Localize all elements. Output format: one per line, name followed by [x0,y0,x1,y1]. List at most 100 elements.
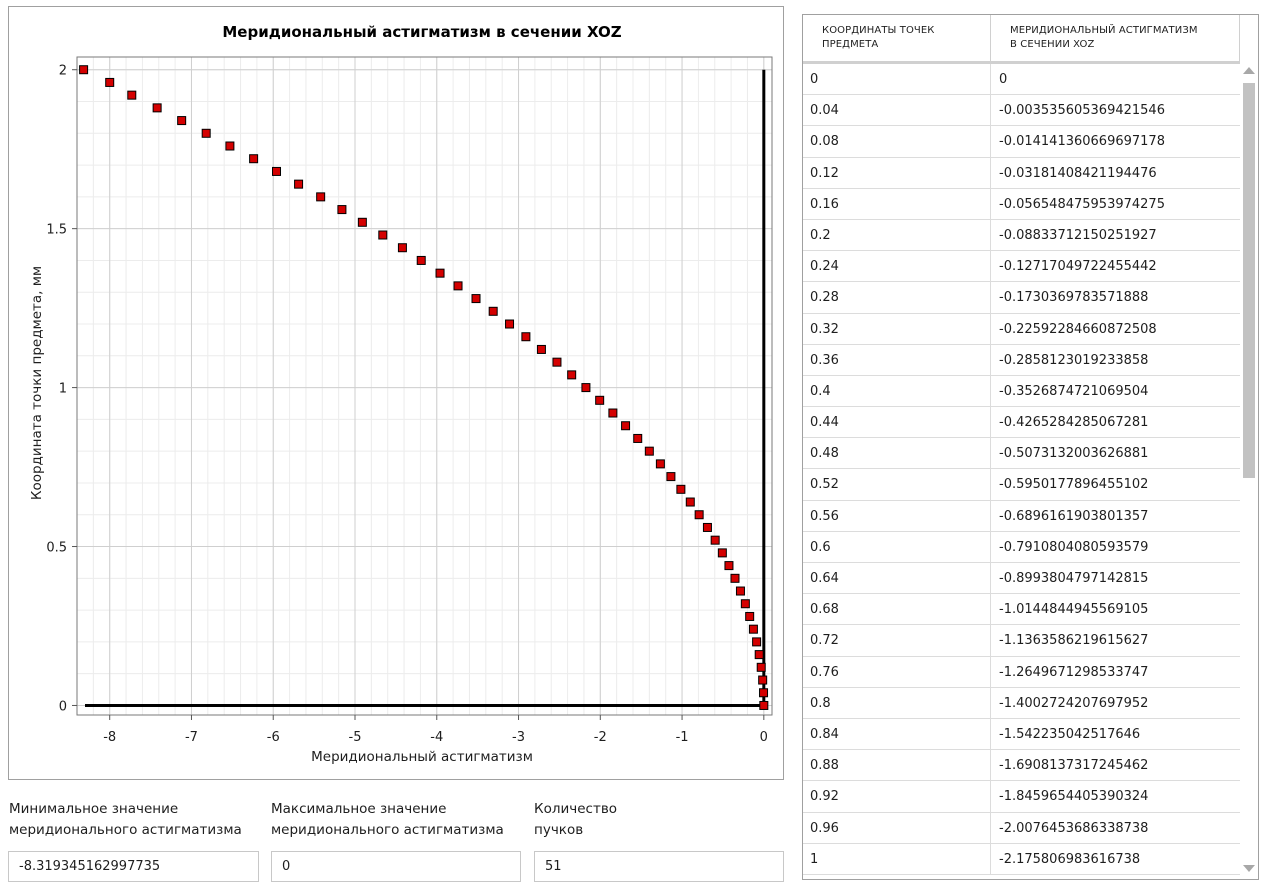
table-row[interactable]: 0.44 -0.4265284285067281 [803,407,1240,439]
cell-coordinate[interactable]: 0.68 [803,594,991,626]
table-row[interactable]: 0.68 -1.0144844945569105 [803,594,1240,626]
cell-astigmatism[interactable]: -0.6896161903801357 [999,508,1149,524]
cell-coordinate[interactable]: 0.52 [803,469,991,501]
cell-astigmatism[interactable]: -0.014141360669697178 [999,134,1165,150]
cell-coordinate[interactable]: 0.04 [803,95,991,127]
cell-astigmatism[interactable]: -2.175806983616738 [999,851,1141,867]
table-row[interactable]: 0.2 -0.08833712150251927 [803,219,1240,252]
table-row[interactable]: 0.08 -0.014141360669697178 [803,126,1240,158]
cell-coordinate[interactable]: 0.16 [803,188,991,220]
table-row[interactable]: 0.32 -0.22592284660872508 [803,313,1240,345]
cell-astigmatism[interactable]: -1.8459654405390324 [999,789,1149,805]
cell-astigmatism[interactable]: -0.4265284285067281 [999,415,1149,431]
table-row[interactable]: 0.48 -0.507313200362688​1 [803,438,1240,470]
table-row[interactable]: 0.52 -0.5950177896455102 [803,469,1240,501]
cell-coordinate[interactable]: 0 [803,64,991,95]
cell-astigmatism[interactable]: -0.003535605369421546 [999,103,1165,119]
table-row[interactable]: 0.84 -1.542235042517646 [803,718,1240,751]
cell-coordinate[interactable]: 0.8 [803,687,991,719]
table-row[interactable]: 0.72 -1.1363586219615627 [803,625,1240,657]
table-row[interactable]: 0.16 -0.056548475953974275 [803,188,1240,220]
table-row[interactable]: 0.4 -0.3526874721069504 [803,375,1240,408]
cell-astigmatism[interactable]: -0.12717049722455442 [999,259,1157,275]
x-axis-label: Меридиональный астигматизм [311,749,533,765]
cell-astigmatism[interactable]: -0.056548475953974275 [999,196,1165,212]
cell-coordinate[interactable]: 0.4 [803,375,991,407]
beam-count-label-line1: Количество [534,801,618,817]
table-row[interactable]: 0.92 -1.8459654405390324 [803,781,1240,813]
table-row[interactable]: 0.04 -0.003535605369421546 [803,95,1240,127]
table-row[interactable]: 0.56 -0.6896161903801357 [803,500,1240,532]
table-row[interactable]: 0.76 -1.2649671298533747 [803,656,1240,688]
vertical-scrollbar[interactable] [1240,61,1258,879]
scatter-point [676,484,686,494]
grid-layer [76,57,772,715]
data-table[interactable]: КООРДИНАТЫ ТОЧЕК ПРЕДМЕТА МЕРИДИОНАЛЬНЫЙ… [802,14,1259,880]
cell-astigmatism[interactable]: -0.8993804797142815 [999,571,1149,586]
cell-astigmatism[interactable]: -2.0076453686338738 [999,820,1149,836]
cell-coordinate[interactable]: 0.24 [803,251,991,283]
table-row[interactable]: 0.6 -0.7910804080593579 [803,531,1240,563]
arrow-up-icon[interactable] [1243,67,1255,74]
cell-coordinate[interactable]: 0.88 [803,750,991,782]
cell-astigmatism[interactable]: -1.542235042517646 [999,726,1141,742]
min-value-field[interactable]: -8.319345162997735 [8,851,259,882]
cell-coordinate[interactable]: 0.2 [803,219,991,251]
cell-coordinate[interactable]: 0.64 [803,563,991,594]
cell-astigmatism[interactable]: -0.1730369783571888 [999,290,1149,306]
cell-coordinate[interactable]: 0.48 [803,438,991,470]
scatter-point [758,675,768,685]
cell-astigmatism[interactable]: -1.4002724207697952 [999,695,1149,711]
max-value-label-line1: Максимальное значение [271,801,447,817]
cell-coordinate[interactable]: 0.32 [803,313,991,345]
cell-astigmatism[interactable]: -0.507313200362688​1 [999,446,1149,462]
cell-coordinate[interactable]: 0.6 [803,531,991,563]
beam-count-field[interactable]: 51 [534,851,784,882]
table-row[interactable]: 0.28 -0.1730369783571888 [803,282,1240,314]
cell-astigmatism[interactable]: -0.3526874721069504 [999,383,1149,399]
table-row[interactable]: 0.88 -1.6908137317245462 [803,750,1240,782]
cell-coordinate[interactable]: 0.12 [803,157,991,189]
cell-astigmatism[interactable]: -1.2649671298533747 [999,664,1149,680]
max-value-field[interactable]: 0 [271,851,521,882]
cell-coordinate[interactable]: 1 [803,843,991,875]
arrow-down-icon[interactable] [1243,865,1255,872]
cell-astigmatism[interactable]: -0.2858123019233858 [999,352,1149,368]
table-row[interactable]: 0.8 -1.4002724207697952 [803,687,1240,719]
scatter-point [201,128,211,138]
cell-astigmatism[interactable]: 0 [999,72,1008,87]
cell-coordinate[interactable]: 0.56 [803,500,991,532]
scrollbar-thumb[interactable] [1243,83,1255,478]
cell-astigmatism[interactable]: -1.1363586219615627 [999,633,1149,649]
cell-astigmatism[interactable]: -0.7910804080593579 [999,539,1149,555]
cell-astigmatism[interactable]: -0.03181408421194476 [999,165,1157,181]
table-row[interactable]: 0.12 -0.03181408421194476 [803,157,1240,189]
cell-coordinate[interactable]: 0.72 [803,625,991,657]
table-row[interactable]: 0.96 -2.0076453686338738 [803,812,1240,844]
cell-astigmatism[interactable]: -1.6908137317245462 [999,758,1149,774]
cell-coordinate[interactable]: 0.84 [803,718,991,750]
scatter-point [105,77,115,87]
cell-coordinate[interactable]: 0.96 [803,812,991,844]
table-row[interactable]: 0.24 -0.12717049722455442 [803,251,1240,283]
cell-astigmatism[interactable]: -0.22592284660872508 [999,321,1157,337]
table-row[interactable]: 1 -2.175806983616738 [803,843,1240,875]
cell-coordinate[interactable]: 0.08 [803,126,991,158]
table-row[interactable]: 0.36 -0.2858123019233858 [803,344,1240,376]
scatter-point [702,522,712,532]
cell-coordinate[interactable]: 0.76 [803,656,991,688]
cell-astigmatism[interactable]: -0.5950177896455102 [999,477,1149,493]
column-header-astigmatism[interactable]: МЕРИДИОНАЛЬНЫЙ АСТИГМАТИЗМ В СЕЧЕНИИ XOZ [991,15,1240,61]
scatter-point [505,319,515,329]
cell-coordinate[interactable]: 0.28 [803,282,991,314]
cell-astigmatism[interactable]: -0.08833712150251927 [999,227,1157,243]
scatter-point [471,294,481,304]
cell-coordinate[interactable]: 0.92 [803,781,991,813]
table-row[interactable]: 0.64 -0.8993804797142815 [803,563,1240,595]
cell-coordinate[interactable]: 0.36 [803,344,991,376]
column-header-coordinates[interactable]: КООРДИНАТЫ ТОЧЕК ПРЕДМЕТА [803,15,991,61]
min-value-label-line1: Минимальное значение [9,801,179,817]
cell-coordinate[interactable]: 0.44 [803,407,991,439]
cell-astigmatism[interactable]: -1.0144844945569105 [999,602,1149,618]
